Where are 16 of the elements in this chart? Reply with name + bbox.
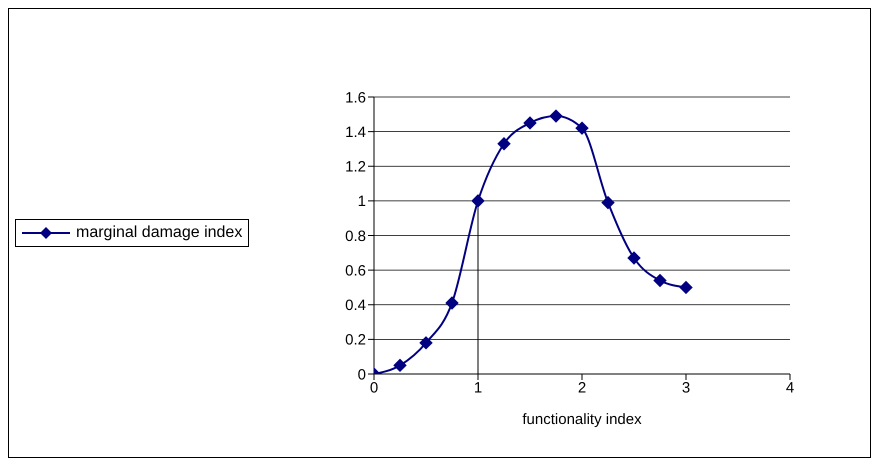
y-tick-label: 1.6 [345,89,366,106]
x-tick-label: 0 [370,380,378,397]
y-tick-label: 1.4 [345,124,366,141]
x-tick-label: 4 [786,380,794,397]
y-tick-label: 0.4 [345,297,366,314]
legend-label: marginal damage index [76,224,242,242]
y-tick-label: 0.2 [345,332,366,349]
y-tick-label: 0.8 [345,228,366,245]
y-tick-label: 0.6 [345,262,366,280]
x-tick-label: 3 [682,380,690,397]
y-tick-label: 1 [358,193,366,210]
x-tick-label: 2 [578,380,586,397]
x-axis-title: functionality index [522,411,642,428]
x-tick-label: 1 [474,380,482,397]
y-tick-label: 1.2 [345,158,366,176]
y-tick-label: 0 [358,366,366,384]
